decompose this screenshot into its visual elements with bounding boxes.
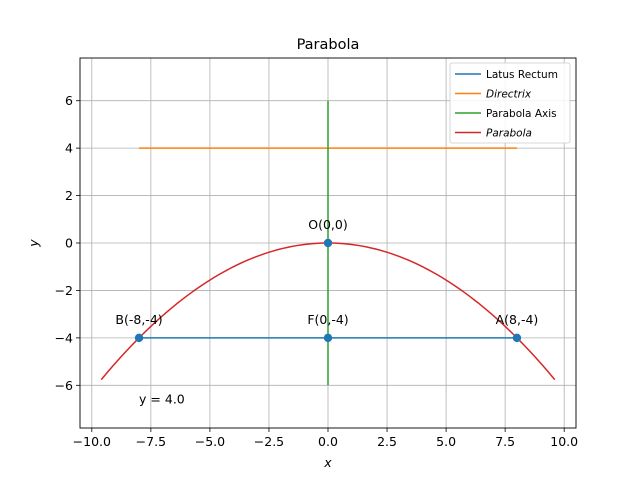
points-layer <box>134 238 522 343</box>
y-tick-label: 2 <box>65 188 73 203</box>
x-tick-label: 2.5 <box>377 434 397 449</box>
point-label: F(0,-4) <box>307 312 348 327</box>
x-tick-label: 5.0 <box>436 434 456 449</box>
point-label: B(-8,-4) <box>115 312 162 327</box>
y-tick-label: 4 <box>65 141 73 156</box>
y-tick-label: 0 <box>65 236 73 251</box>
annotations-layer: O(0,0) F(0,-4) B(-8,-4) A(8,-4) y = 4.0 <box>115 217 538 407</box>
legend-entry-label: Latus Rectum <box>486 69 558 81</box>
point-label: O(0,0) <box>308 217 347 232</box>
legend-box <box>449 62 571 144</box>
x-tick-label: 7.5 <box>495 434 515 449</box>
point-label: A(8,-4) <box>496 312 539 327</box>
x-axis-label: x <box>323 455 332 470</box>
y-axis-label: y <box>26 239 41 248</box>
x-tick-label: −5.0 <box>195 434 225 449</box>
legend: Latus Rectum Directrix Parabola Axis Parabo… <box>449 62 571 144</box>
point-marker <box>512 333 522 343</box>
annotation-text: y = 4.0 <box>139 392 185 407</box>
legend-entry-label: Parabola <box>486 127 532 139</box>
x-tick-label: −7.5 <box>136 434 166 449</box>
ticks-layer: −10.0 −7.5 −5.0 −2.5 0.0 2.5 5.0 7.5 10.0 −6 −4 −2 0… <box>55 93 579 449</box>
y-tick-label: 6 <box>65 93 73 108</box>
y-tick-label: −4 <box>55 330 73 345</box>
y-tick-label: −2 <box>55 283 73 298</box>
y-tick-label: −6 <box>55 378 73 393</box>
point-marker <box>323 238 333 248</box>
x-tick-label: −10.0 <box>73 434 111 449</box>
point-marker <box>323 333 333 343</box>
x-tick-label: −2.5 <box>254 434 284 449</box>
chart-title: Parabola <box>297 37 360 53</box>
x-tick-label: 0.0 <box>318 434 338 449</box>
x-tick-label: 10.0 <box>550 434 578 449</box>
legend-entry-label: Directrix <box>486 88 532 100</box>
legend-entry-label: Parabola Axis <box>486 108 557 120</box>
point-marker <box>134 333 144 343</box>
